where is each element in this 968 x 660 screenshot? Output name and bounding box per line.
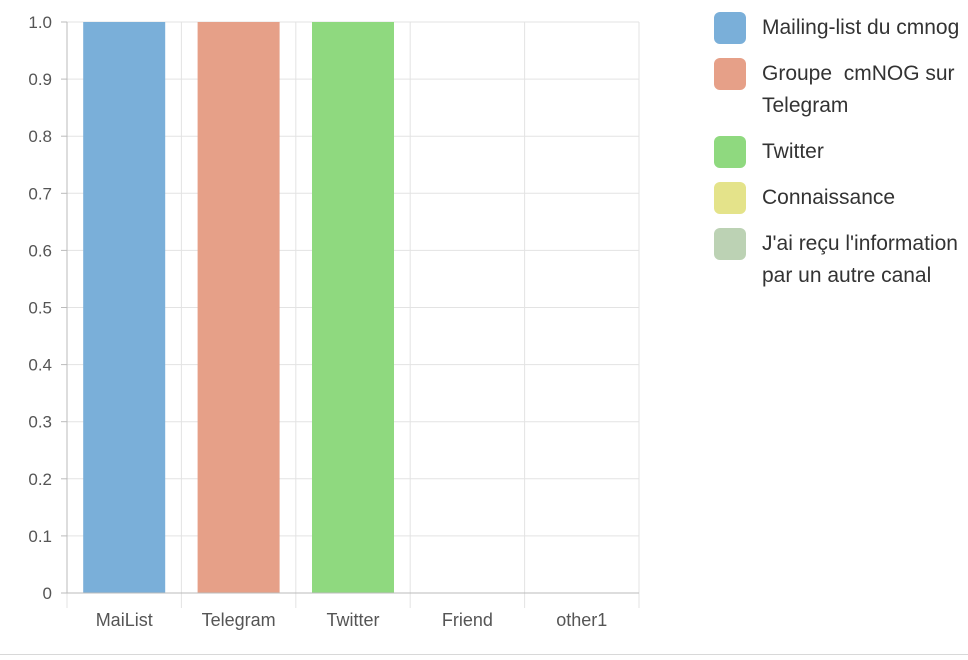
bar-telegram	[197, 22, 280, 593]
y-tick-label: 0.4	[28, 356, 52, 375]
y-tick-label: 0.3	[28, 413, 52, 432]
legend-label: Twitter	[762, 140, 824, 163]
legend-item[interactable]: J'ai reçu l'information par un autre can…	[714, 228, 964, 292]
y-tick-label: 0.8	[28, 127, 52, 146]
x-tick-label: Friend	[442, 610, 493, 630]
y-tick-label: 0.5	[28, 299, 52, 318]
legend-label: Connaissance	[762, 186, 896, 209]
legend-swatch	[714, 136, 746, 168]
bar-mailist	[83, 22, 166, 593]
chart-bars	[83, 22, 394, 593]
legend-label: J'ai reçu l'information par un autre can…	[762, 232, 964, 287]
legend-swatch	[714, 58, 746, 90]
legend-swatch	[714, 228, 746, 260]
legend-label: Mailing-list du cmnog	[762, 16, 960, 39]
legend-item[interactable]: Twitter	[714, 136, 964, 168]
y-axis-ticks: 0 0.1 0.2 0.3 0.4 0.5 0.6 0.7 0.8 0.9 1.0	[28, 13, 67, 603]
legend-label: Groupe cmNOG sur Telegram	[762, 62, 961, 117]
x-tick-label: MaiList	[96, 610, 153, 630]
chart-legend: Mailing-list du cmnog Groupe cmNOG sur Te…	[714, 12, 964, 306]
x-axis-ticks: MaiList Telegram Twitter Friend other1	[96, 610, 608, 630]
y-tick-label: 0.1	[28, 527, 52, 546]
y-tick-label: 0	[43, 584, 52, 603]
legend-item[interactable]: Groupe cmNOG sur Telegram	[714, 58, 964, 122]
y-tick-label: 0.6	[28, 241, 52, 260]
y-tick-label: 0.2	[28, 470, 52, 489]
x-tick-label: other1	[556, 610, 607, 630]
legend-swatch	[714, 182, 746, 214]
legend-swatch	[714, 12, 746, 44]
divider	[0, 654, 968, 655]
legend-item[interactable]: Connaissance	[714, 182, 964, 214]
y-tick-label: 1.0	[28, 13, 52, 32]
y-tick-label: 0.9	[28, 70, 52, 89]
x-tick-label: Telegram	[202, 610, 276, 630]
bar-chart: 0 0.1 0.2 0.3 0.4 0.5 0.6 0.7 0.8 0.9 1.0 MaiList T…	[28, 13, 640, 630]
x-tick-label: Twitter	[326, 610, 379, 630]
y-tick-label: 0.7	[28, 184, 52, 203]
bar-twitter	[312, 22, 394, 593]
legend-item[interactable]: Mailing-list du cmnog	[714, 12, 964, 44]
